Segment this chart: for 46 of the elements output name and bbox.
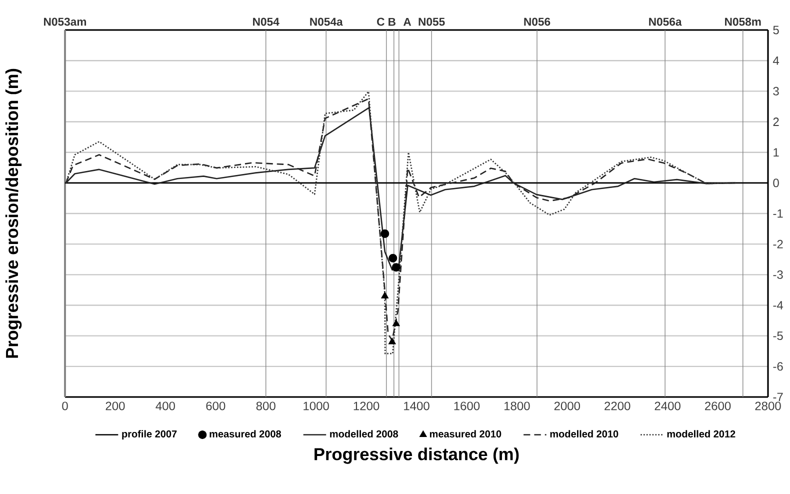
ref-line-label: N056a [649, 18, 682, 26]
y-tick-label: -2 [773, 240, 783, 248]
x-tick-label: 800 [256, 402, 276, 410]
y-tick-label: -6 [773, 362, 783, 371]
y-tick-label: 2 [773, 118, 779, 126]
x-tick-label: 0 [62, 402, 68, 410]
x-tick-label: 2400 [654, 402, 680, 410]
x-tick-label: 2800 [755, 402, 781, 410]
legend-label: measured 2008 [210, 430, 282, 438]
y-tick-label: 3 [773, 86, 779, 96]
x-axis-title: Progressive distance (m) [314, 448, 519, 464]
x-tick-label: 1000 [304, 402, 329, 410]
ref-line-label: N058m [725, 18, 761, 26]
x-tick-label: 2600 [705, 402, 731, 410]
x-tick-label: 400 [156, 402, 175, 410]
ref-line-label: A [403, 18, 412, 26]
ref-line-label: N053am [44, 18, 86, 26]
x-tick-label: 1800 [504, 402, 530, 410]
ref-line-label: N054a [310, 18, 343, 26]
x-tick-label: 1200 [354, 402, 380, 410]
x-tick-label: 600 [206, 402, 226, 410]
ref-line-label: N055 [418, 18, 445, 26]
x-tick-label: 1600 [454, 402, 480, 410]
legend-label: modelled 2008 [330, 430, 398, 438]
x-tick-label: 1400 [404, 402, 430, 410]
x-tick-label: 2200 [604, 402, 630, 410]
ref-line-label: N056 [524, 18, 550, 26]
ref-line-label: B [388, 18, 396, 26]
y-axis-title: Progressive erosion/deposition (m) [5, 68, 22, 358]
y-tick-label: 0 [773, 178, 779, 188]
legend-label: profile 2007 [122, 430, 177, 440]
ref-line-label: N054 [253, 18, 280, 26]
y-tick-label: -5 [773, 332, 783, 340]
ref-line-label: C [377, 18, 384, 26]
legend-label: modelled 2012 [667, 430, 736, 438]
x-tick-label: 2000 [554, 402, 580, 410]
y-tick-label: -3 [773, 270, 783, 279]
y-tick-label: -7 [773, 392, 783, 402]
y-tick-label: -4 [773, 301, 784, 310]
legend-label: modelled 2010 [550, 430, 618, 438]
x-tick-label: 200 [106, 402, 125, 410]
y-tick-label: 4 [772, 56, 780, 65]
y-tick-label: 5 [773, 26, 779, 34]
legend-label: measured 2010 [430, 430, 502, 438]
y-tick-label: 1 [774, 148, 779, 156]
y-tick-label: -1 [773, 209, 783, 218]
